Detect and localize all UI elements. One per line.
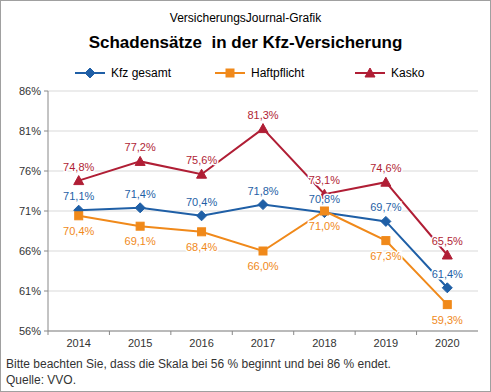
data-label: 74,6% (370, 162, 401, 174)
y-tick-label: 86% (19, 85, 41, 97)
data-label: 68,4% (186, 241, 217, 253)
data-point (319, 208, 329, 218)
data-label: 71,8% (247, 185, 278, 197)
chart-border (1, 1, 491, 392)
x-tick-label: 2017 (251, 337, 275, 349)
tick-mark (44, 91, 48, 92)
tick-mark (44, 211, 48, 212)
annotation: Quelle: VVO. (6, 373, 76, 387)
x-tick-label: 2016 (189, 337, 213, 349)
annotation: Bitte beachten Sie, dass die Skala bei 5… (6, 357, 391, 371)
plot-area (74, 124, 453, 309)
data-point (197, 211, 207, 221)
data-label: 71,4% (125, 188, 156, 200)
data-label: 70,4% (186, 196, 217, 208)
tick-mark (44, 171, 48, 172)
data-label: 69,1% (125, 235, 156, 247)
tick-mark (44, 291, 48, 292)
chart: VersicherungsJournal-Grafik Schadensätze … (0, 0, 491, 392)
x-tick-mark (416, 331, 417, 335)
data-label: 71,1% (63, 190, 94, 202)
tick-mark (44, 331, 48, 332)
data-point (320, 207, 328, 215)
grid-line (48, 291, 478, 292)
grid-line (48, 331, 478, 332)
data-label: 81,3% (247, 109, 278, 121)
data-point (259, 247, 267, 255)
series-line (79, 211, 448, 305)
data-label: 65,5% (432, 235, 463, 247)
y-tick-label: 66% (19, 245, 41, 257)
data-point (381, 216, 391, 226)
x-tick-mark (355, 331, 356, 335)
legend-marker (85, 68, 95, 78)
data-point (74, 176, 84, 185)
data-label: 59,3% (432, 314, 463, 326)
grid-line (48, 91, 478, 92)
data-point (381, 177, 391, 186)
x-tick-mark (109, 331, 110, 335)
tick-mark (44, 131, 48, 132)
data-point (442, 283, 452, 293)
data-point (75, 212, 83, 220)
x-tick-mark (48, 331, 49, 335)
series-line (79, 129, 448, 255)
y-axis (48, 91, 49, 331)
data-point (382, 237, 390, 245)
x-tick-label: 2018 (312, 337, 336, 349)
x-tick-mark (170, 331, 171, 335)
data-point (258, 124, 268, 133)
legend-label: Kfz gesamt (111, 66, 172, 80)
x-tick-label: 2014 (66, 337, 90, 349)
data-label: 70,8% (309, 193, 340, 205)
y-tick-label: 76% (19, 165, 41, 177)
title: Schadensätze in der Kfz-Versicherung (89, 33, 403, 52)
legend-marker (365, 68, 375, 77)
data-point (258, 200, 268, 210)
grid-line (48, 211, 478, 212)
x-tick-mark (232, 331, 233, 335)
data-label: 61,4% (432, 268, 463, 280)
data-label: 69,7% (370, 201, 401, 213)
data-label: 71,0% (309, 220, 340, 232)
data-label: 77,2% (125, 141, 156, 153)
data-label: 67,3% (370, 250, 401, 262)
legend-marker (226, 69, 234, 77)
data-point (136, 222, 144, 230)
data-label: 73,1% (309, 174, 340, 186)
data-point (135, 156, 145, 165)
data-point (135, 203, 145, 213)
data-label: 66,0% (247, 260, 278, 272)
y-tick-label: 56% (19, 325, 41, 337)
data-point (443, 301, 451, 309)
tick-mark (44, 251, 48, 252)
data-label: 74,8% (63, 161, 94, 173)
y-tick-label: 81% (19, 125, 41, 137)
x-axis (48, 331, 478, 332)
x-tick-label: 2020 (435, 337, 459, 349)
subtitle: VersicherungsJournal-Grafik (170, 11, 322, 25)
data-point (442, 250, 452, 259)
y-tick-label: 61% (19, 285, 41, 297)
data-label: 70,4% (63, 225, 94, 237)
x-tick-mark (293, 331, 294, 335)
legend-label: Haftpflicht (251, 66, 305, 80)
data-point (198, 228, 206, 236)
x-tick-label: 2015 (128, 337, 152, 349)
y-tick-label: 71% (19, 205, 41, 217)
legend-label: Kasko (391, 66, 425, 80)
x-tick-label: 2019 (374, 337, 398, 349)
data-label: 75,6% (186, 154, 217, 166)
data-point (197, 169, 207, 178)
